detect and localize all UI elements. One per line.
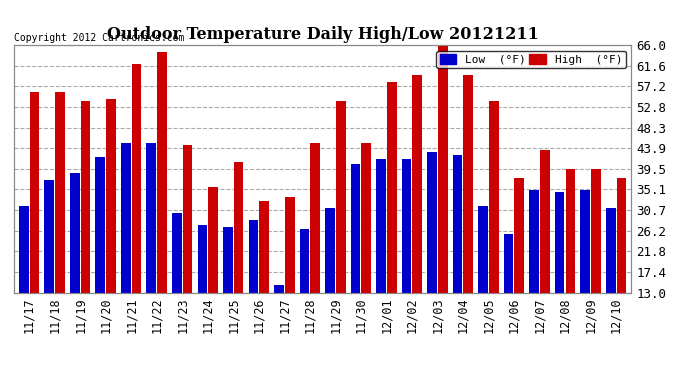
Bar [617,178,627,292]
Bar [606,209,615,292]
Bar [515,178,524,292]
Title: Outdoor Temperature Daily High/Low 20121211: Outdoor Temperature Daily High/Low 20121… [107,27,538,44]
Bar [30,92,39,292]
Bar [259,201,269,292]
Bar [351,164,360,292]
Bar [274,285,284,292]
Bar [566,169,575,292]
Bar [146,143,156,292]
Bar [44,180,54,292]
Bar [197,225,207,292]
Bar [299,230,309,292]
Bar [555,192,564,292]
Bar [464,75,473,292]
Bar [438,43,448,292]
Bar [183,146,193,292]
Bar [157,52,167,292]
Bar [489,101,499,292]
Bar [95,157,105,292]
Bar [325,209,335,292]
Bar [591,169,601,292]
Bar [310,143,320,292]
Bar [413,75,422,292]
Bar [172,213,181,292]
Text: Copyright 2012 Cartronics.com: Copyright 2012 Cartronics.com [14,33,184,42]
Bar [336,101,346,292]
Bar [453,155,462,292]
Bar [285,197,295,292]
Bar [478,206,488,292]
Bar [106,99,116,292]
Bar [580,190,590,292]
Bar [81,101,90,292]
Bar [362,143,371,292]
Bar [376,159,386,292]
Bar [387,82,397,292]
Bar [121,143,130,292]
Bar [427,152,437,292]
Bar [223,227,233,292]
Bar [19,206,28,292]
Bar [70,173,79,292]
Bar [529,190,539,292]
Bar [55,92,65,292]
Bar [234,162,244,292]
Bar [402,159,411,292]
Bar [248,220,258,292]
Bar [208,188,218,292]
Bar [540,150,550,292]
Bar [132,64,141,292]
Legend: Low  (°F), High  (°F): Low (°F), High (°F) [437,51,626,68]
Bar [504,234,513,292]
